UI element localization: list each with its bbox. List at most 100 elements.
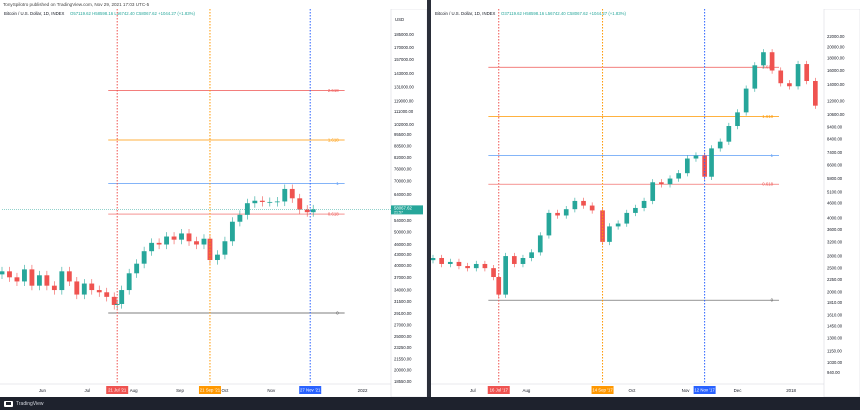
chart-panel-2017[interactable]: Bitcoin / U.S. Dollar, 1D, INDEX O37119.6… <box>430 8 860 398</box>
y-tick-label: 18550.00 <box>394 379 412 384</box>
candle-body <box>59 271 65 291</box>
fib-level-label: 0 <box>336 310 339 315</box>
candlestick-chart-2017[interactable]: Bitcoin / U.S. Dollar, 1D, INDEX O37119.6… <box>430 8 860 398</box>
date-marker-tag <box>487 386 510 394</box>
candle-body <box>520 257 526 264</box>
candle-body <box>650 182 656 201</box>
last-price-countdown: 21:57 <box>394 211 403 215</box>
publisher-line: TonySpilotro published on TradingView.co… <box>3 2 150 7</box>
y-tick-label: 10600.00 <box>827 112 845 117</box>
fib-level-label: 1.618 <box>328 138 339 143</box>
candle-body <box>641 200 647 208</box>
x-tick-label: Sep <box>176 388 184 393</box>
y-tick-label: 54000.00 <box>394 218 412 223</box>
candle-body <box>215 254 220 261</box>
candle-body <box>29 269 35 286</box>
candle-body <box>237 214 243 222</box>
panel-divider <box>427 0 431 410</box>
fib-level-label: 0 <box>771 298 774 303</box>
candle-body <box>684 158 690 174</box>
price-axis <box>823 8 860 398</box>
candle-body <box>589 205 595 211</box>
date-marker-label: 14 Sep '17 <box>592 388 613 393</box>
y-tick-label: 34000.00 <box>394 288 412 293</box>
brand-label: TradingView <box>16 400 44 407</box>
candle-body <box>456 261 462 267</box>
y-tick-label: 4000.00 <box>827 216 843 221</box>
candle-body <box>66 271 72 282</box>
candle-body <box>0 271 5 275</box>
currency-label: USD <box>395 17 404 22</box>
y-tick-label: 8400.00 <box>827 137 843 142</box>
candle-body <box>282 188 288 202</box>
candle-body <box>752 65 758 89</box>
candle-body <box>194 241 199 245</box>
y-tick-label: 9400.00 <box>827 125 843 130</box>
candle-body <box>229 221 235 242</box>
y-tick-label: 3200.00 <box>827 239 843 244</box>
y-tick-label: 64000.00 <box>394 192 412 197</box>
y-tick-label: 1610.00 <box>827 312 843 317</box>
candle-body <box>743 88 749 113</box>
candle-body <box>482 263 488 269</box>
y-tick-label: 46000.00 <box>394 242 412 247</box>
candle-body <box>633 207 638 213</box>
candle-body <box>581 200 586 206</box>
candle-body <box>171 236 177 240</box>
candle-body <box>126 273 132 291</box>
date-marker-label: 21 Jul '21 <box>108 388 127 393</box>
date-marker-tag <box>693 386 716 394</box>
y-tick-label: 37000.00 <box>394 275 412 280</box>
x-tick-label: Dec <box>734 388 743 393</box>
candle-body <box>717 141 723 149</box>
date-marker-label: 21 Sep '21 <box>200 388 221 393</box>
candle-body <box>7 271 12 278</box>
candle-body <box>22 269 27 282</box>
candle-body <box>667 178 673 185</box>
candle-body <box>503 256 509 295</box>
y-tick-label: 157000.00 <box>394 57 414 62</box>
candle-body <box>447 261 453 264</box>
footer-bar: TradingView <box>0 397 860 410</box>
candle-body <box>297 198 303 210</box>
x-tick-label: Oct <box>629 388 637 393</box>
y-tick-label: 23250.00 <box>394 345 412 350</box>
y-tick-label: 7400.00 <box>827 150 843 155</box>
candle-body <box>473 263 479 269</box>
y-tick-label: 29100.00 <box>394 311 412 316</box>
x-tick-label: Nov <box>267 388 276 393</box>
candle-body <box>267 201 273 203</box>
y-tick-label: 119000.00 <box>394 99 414 104</box>
y-tick-label: 1450.00 <box>827 324 843 329</box>
y-tick-label: 43000.00 <box>394 252 412 257</box>
candle-body <box>81 283 87 295</box>
candle-body <box>726 126 732 142</box>
x-tick-label: Nov <box>682 388 691 393</box>
chart-panel-2021[interactable]: Bitcoin / U.S. Dollar, 1D, INDEX O57119.6… <box>0 8 428 398</box>
date-marker-tag <box>591 386 614 394</box>
price-axis <box>390 8 428 398</box>
y-tick-label: 1300.00 <box>827 335 843 340</box>
candlestick-chart-2021[interactable]: Bitcoin / U.S. Dollar, 1D, INDEX O57119.6… <box>0 8 428 398</box>
candle-body <box>96 290 102 293</box>
candle-body <box>222 241 228 255</box>
tradingview-logo-icon <box>4 400 13 407</box>
chart-title: Bitcoin / U.S. Dollar, 1D, INDEX <box>4 11 65 16</box>
candle-body <box>607 226 612 242</box>
ohlc-readout: O57119.62 H58598.16 L56742.40 C58067.62 … <box>70 11 195 16</box>
tradingview-brand[interactable]: TradingView <box>4 399 44 408</box>
y-tick-label: 22000.00 <box>827 34 845 39</box>
y-tick-label: 2250.00 <box>827 277 843 282</box>
last-price-value: 58067.62 <box>394 205 413 210</box>
date-marker-label: 16 Jul '17 <box>490 388 509 393</box>
candle-body <box>735 112 740 127</box>
y-tick-label: 20000.00 <box>394 368 412 373</box>
candle-body <box>439 257 444 264</box>
date-marker-tag <box>299 386 322 394</box>
y-tick-label: 170000.00 <box>394 45 414 50</box>
date-marker-tag <box>198 386 221 394</box>
x-tick-label: Jul <box>84 388 90 393</box>
candle-body <box>104 292 110 297</box>
y-tick-label: 14000.00 <box>827 82 845 87</box>
x-tick-label: Jun <box>39 388 47 393</box>
